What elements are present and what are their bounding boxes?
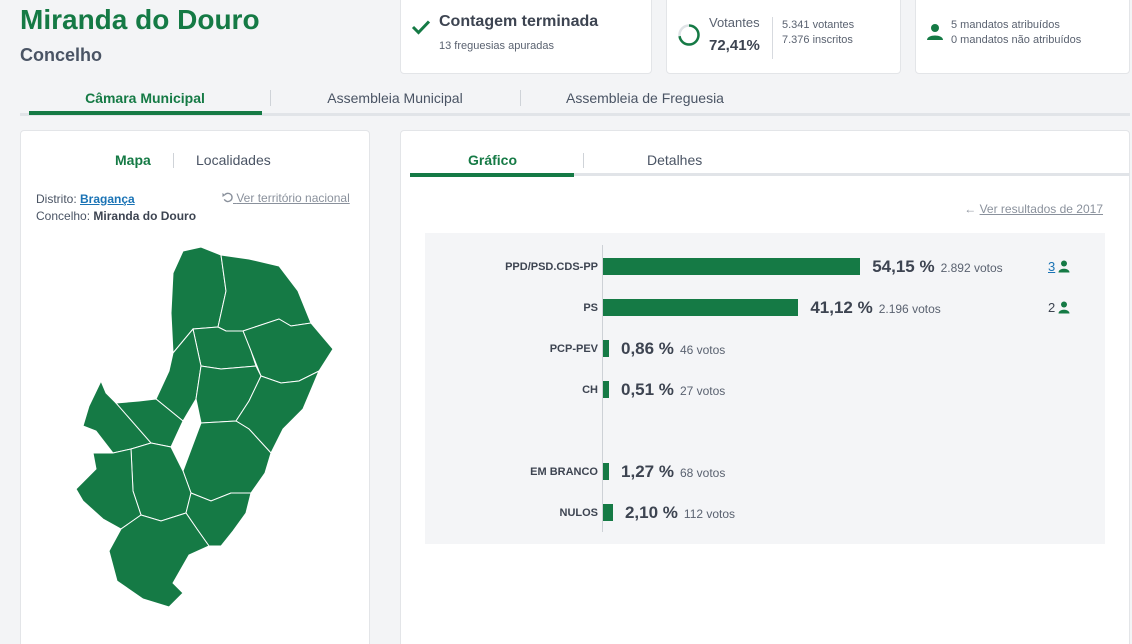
tab-localidades[interactable]: Localidades (196, 152, 271, 168)
previous-results-label: Ver resultados de 2017 (979, 202, 1103, 216)
percent-label: 41,12 % (810, 298, 873, 317)
result-bar[interactable] (603, 463, 610, 480)
tab-divider (173, 153, 174, 168)
tab-detalhes[interactable]: Detalhes (647, 152, 703, 168)
chart-row: NULOS 2,10 % 112 votos (425, 503, 1105, 523)
result-bar[interactable] (603, 381, 609, 398)
result-values: 41,12 % 2.196 votos (810, 298, 940, 318)
map-panel: Mapa Localidades Distrito: Bragança Conc… (20, 130, 370, 644)
party-label: EM BRANCO (530, 466, 598, 478)
municipality-map[interactable] (21, 231, 371, 631)
count-status-title: Contagem terminada (439, 13, 599, 30)
result-bar[interactable] (603, 258, 861, 275)
result-bar[interactable] (603, 504, 613, 521)
result-values: 54,15 % 2.892 votos (872, 257, 1002, 277)
percent-label: 0,51 % (621, 380, 674, 399)
chart-row: PPD/PSD.CDS-PP 54,15 % 2.892 votos 3 (425, 257, 1105, 277)
result-bar[interactable] (603, 299, 799, 316)
parish-region (235, 369, 320, 454)
previous-results-link[interactable]: ← Ver resultados de 2017 (964, 202, 1103, 216)
turnout-percent: 72,41% (709, 37, 760, 54)
turnout-ring-icon (678, 24, 700, 46)
turnout-divider (772, 17, 773, 59)
municipality-label: Concelho: (36, 209, 91, 223)
person-icon (927, 24, 943, 40)
check-icon (411, 20, 431, 35)
municipality-name: Miranda do Douro (93, 209, 197, 223)
result-values: 0,51 % 27 votos (621, 380, 725, 400)
tab-assembleia-municipal[interactable]: Assembleia Municipal (327, 90, 463, 106)
votes-label: 46 votos (679, 343, 726, 357)
mandates-unassigned: 0 mandatos não atribuídos (951, 34, 1082, 46)
result-values: 1,27 % 68 votos (621, 462, 725, 482)
votes-label: 2.892 votos (940, 261, 1003, 275)
mandates-assigned: 5 mandatos atribuídos (951, 19, 1060, 31)
votes-label: 27 votos (679, 384, 726, 398)
count-status-subtitle: 13 freguesias apuradas (439, 40, 554, 52)
chart-row: PS 41,12 % 2.196 votos 2 (425, 298, 1105, 318)
district-row: Distrito: Bragança (36, 192, 135, 206)
parish-region (155, 327, 202, 422)
turnout-label: Votantes (709, 15, 760, 30)
active-subtab-indicator (410, 173, 574, 177)
national-territory-label: Ver território nacional (236, 191, 350, 205)
party-label: NULOS (559, 507, 599, 519)
chart-row: CH 0,51 % 27 votos (425, 380, 1105, 400)
registered-count: 7.376 inscritos (782, 34, 853, 46)
count-status-card: Contagem terminada 13 freguesias apurada… (400, 0, 652, 74)
seats-count: 2 (1048, 300, 1070, 315)
district-label: Distrito: (36, 192, 77, 206)
turnout-ring-arc (678, 24, 700, 46)
tab-divider (520, 90, 521, 106)
party-label: PS (583, 302, 598, 314)
tab-mapa[interactable]: Mapa (115, 152, 151, 168)
party-label: CH (582, 384, 598, 396)
parish-region (217, 254, 312, 332)
votes-label: 112 votos (683, 507, 736, 521)
results-panel: Gráfico Detalhes ← Ver resultados de 201… (400, 130, 1130, 644)
arrow-left-icon: ← (964, 202, 977, 216)
parish-region (108, 512, 210, 608)
chart-row: EM BRANCO 1,27 % 68 votos (425, 462, 1105, 482)
parish-region (75, 448, 142, 530)
results-chart: PPD/PSD.CDS-PP 54,15 % 2.892 votos 3 PS 41,12… (425, 233, 1105, 544)
chart-axis (602, 245, 603, 532)
chart-row: PCP-PEV 0,86 % 46 votos (425, 339, 1105, 359)
tab-divider (583, 153, 584, 168)
person-icon (1058, 260, 1070, 273)
party-label: PPD/PSD.CDS-PP (505, 261, 598, 273)
undo-icon (222, 192, 233, 203)
person-icon (1058, 301, 1070, 314)
party-label: PCP-PEV (549, 343, 598, 355)
tab-divider (270, 90, 271, 106)
turnout-card: Votantes 72,41% 5.341 votantes 7.376 ins… (666, 0, 901, 74)
active-tab-indicator (29, 111, 262, 115)
percent-label: 1,27 % (621, 462, 674, 481)
national-territory-link[interactable]: Ver território nacional (222, 191, 350, 205)
tab-grafico[interactable]: Gráfico (468, 152, 518, 168)
votes-label: 2.196 votos (878, 302, 941, 316)
tab-camara-municipal[interactable]: Câmara Municipal (85, 90, 205, 106)
mandates-card: 5 mandatos atribuídos 0 mandatos não atr… (915, 0, 1130, 74)
seats-number: 3 (1048, 259, 1056, 274)
votes-label: 68 votos (679, 466, 726, 480)
municipality-row: Concelho: Miranda do Douro (36, 209, 196, 223)
percent-label: 54,15 % (872, 257, 935, 276)
percent-label: 2,10 % (624, 503, 678, 522)
voters-count: 5.341 votantes (782, 19, 855, 31)
seats-number: 2 (1048, 300, 1056, 315)
result-values: 2,10 % 112 votos (625, 503, 735, 523)
tab-assembleia-freguesia[interactable]: Assembleia de Freguesia (566, 90, 724, 106)
organ-tabs: Câmara Municipal Assembleia Municipal As… (20, 84, 1130, 116)
parish-region (130, 442, 192, 522)
percent-label: 0,86 % (621, 339, 674, 358)
municipality-title: Miranda do Douro (20, 4, 260, 35)
seats-count[interactable]: 3 (1048, 259, 1070, 274)
subtab-track (410, 173, 1130, 176)
district-link[interactable]: Bragança (80, 192, 135, 206)
municipality-type: Concelho (20, 45, 103, 65)
result-bar[interactable] (603, 340, 609, 357)
result-values: 0,86 % 46 votos (621, 339, 725, 359)
